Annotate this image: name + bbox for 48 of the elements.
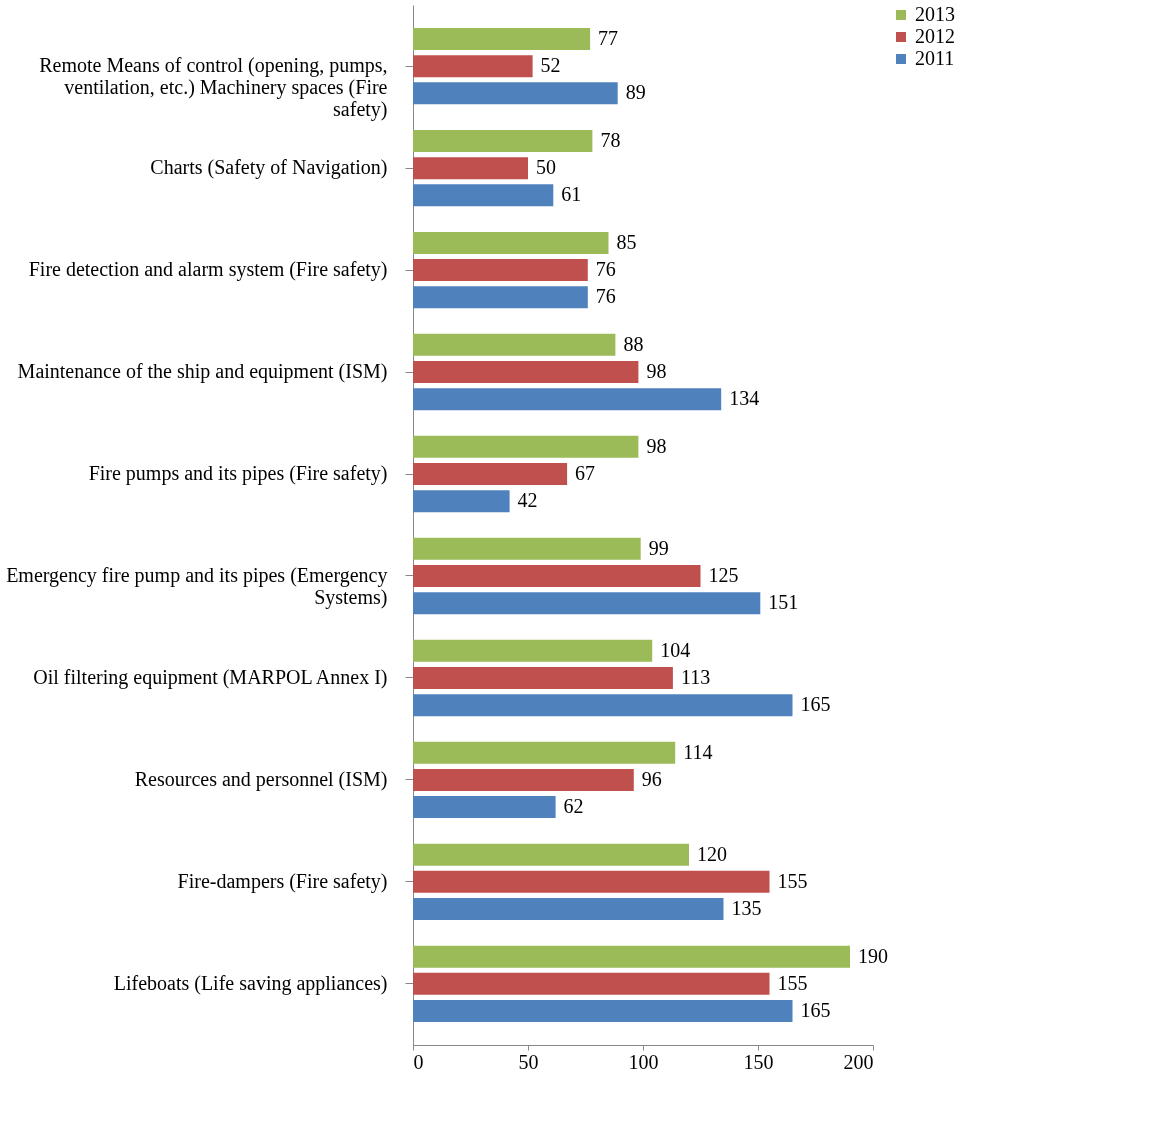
data-label: 78 (600, 128, 621, 151)
legend-label: 2011 (915, 47, 955, 69)
y-tick-label: Oil filtering equipment (MARPOL Annex I) (33, 665, 388, 689)
x-tick-label: 200 (843, 1050, 874, 1073)
data-label: 52 (540, 54, 561, 77)
legend-label: 2012 (915, 25, 955, 47)
data-label: 96 (641, 767, 662, 790)
y-tick-label: Fire detection and alarm system (Fire safety) (28, 258, 388, 282)
y-tick-label: Emergency fire pump and its pipes (Emergency Systems) (6, 563, 388, 609)
data-label: 151 (768, 591, 799, 614)
data-label: 190 (858, 944, 888, 967)
data-label: 76 (595, 258, 616, 281)
y-tick-label: Remote Means of control (opening, pumps, ventilation, etc.) Machinery spaces (Fire safety) (39, 54, 388, 122)
y-tick-label: Fire-dampers (Fire safety) (177, 869, 388, 893)
x-tick-label: 150 (743, 1050, 774, 1073)
data-label: 114 (683, 740, 713, 763)
data-label: 98 (646, 434, 667, 457)
data-label: 155 (777, 869, 808, 892)
y-tick-label: Resources and personnel (ISM) (134, 767, 388, 791)
data-label: 85 (616, 230, 637, 253)
data-label: 67 (575, 462, 596, 485)
y-tick-label: Charts (Safety of Navigation) (150, 156, 388, 180)
data-label: 125 (708, 563, 739, 586)
data-label: 99 (648, 536, 669, 559)
data-label: 165 (800, 999, 831, 1022)
data-label: 88 (623, 332, 644, 355)
data-label: 135 (731, 897, 762, 920)
data-label: 89 (625, 81, 646, 104)
data-label: 42 (517, 489, 538, 512)
data-label: 76 (595, 285, 616, 308)
x-tick-label: 0 (413, 1050, 424, 1073)
data-label: 50 (536, 156, 556, 179)
data-label: 104 (660, 638, 691, 661)
y-tick-label: Fire pumps and its pipes (Fire safety) (88, 462, 388, 486)
x-tick-label: 100 (628, 1050, 659, 1073)
data-label: 155 (777, 971, 808, 994)
data-label: 165 (800, 693, 831, 716)
x-tick-label: 50 (518, 1050, 539, 1073)
data-label: 62 (563, 795, 584, 818)
y-tick-label: Lifeboats (Life saving appliances) (113, 971, 388, 995)
data-label: 61 (561, 183, 582, 206)
data-label: 120 (697, 842, 727, 865)
data-label: 134 (729, 387, 760, 410)
y-tick-label: Maintenance of the ship and equipment (ISM) (17, 360, 388, 384)
data-label: 113 (680, 665, 711, 688)
data-label: 77 (598, 26, 619, 49)
data-label: 98 (646, 360, 667, 383)
legend-label: 2013 (915, 3, 955, 25)
